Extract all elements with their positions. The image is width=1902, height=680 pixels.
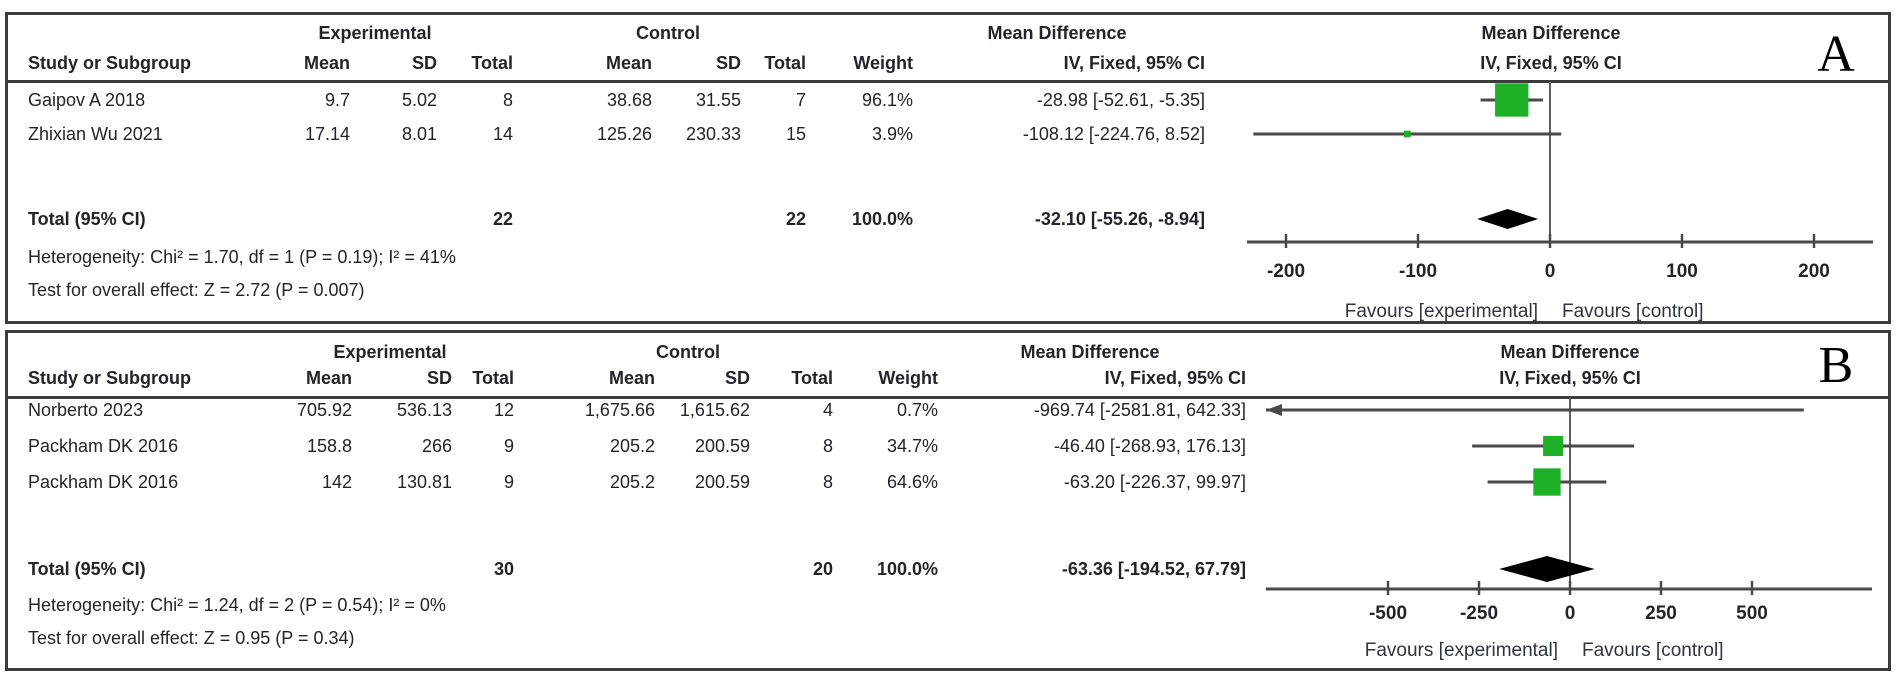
exp-mean-cell: 705.92 — [296, 400, 352, 420]
total-label: Total (95% CI) — [28, 559, 146, 579]
ctrl-total-cell: 7 — [795, 90, 806, 110]
ctrl-mean-cell: 205.2 — [609, 436, 655, 456]
total-weight: 100.0% — [851, 209, 913, 229]
col-header-exp-mean: Mean — [305, 368, 352, 388]
exp-mean-cell: 17.14 — [304, 124, 350, 144]
exp-sd-cell: 130.81 — [396, 472, 452, 492]
col-header-ctrl-mean: Mean — [605, 53, 652, 73]
exp-total-cell: 9 — [503, 472, 514, 492]
exp-total-cell: 8 — [502, 90, 513, 110]
exp-sd-cell: 5.02 — [401, 90, 437, 110]
col-header-ctrl-mean: Mean — [608, 368, 655, 388]
col-header-exp-mean: Mean — [303, 53, 350, 73]
total-ctrl-n: 22 — [785, 209, 806, 229]
col-header-ctrl-sd: SD — [724, 368, 750, 388]
col-header-method-text: IV, Fixed, 95% CI — [1063, 53, 1205, 73]
ctrl-mean-cell: 1,675.66 — [584, 400, 655, 420]
effect-header-plot-col: Mean Difference — [1481, 23, 1621, 43]
study-name: Gaipov A 2018 — [28, 90, 146, 110]
total-ci: -63.36 [-194.52, 67.79] — [1061, 559, 1246, 579]
exp-mean-cell: 9.7 — [324, 90, 350, 110]
exp-total-cell: 9 — [503, 436, 514, 456]
exp-sd-cell: 8.01 — [401, 124, 437, 144]
panel-letter: A — [1817, 26, 1855, 83]
col-header-weight: Weight — [878, 368, 938, 388]
study-name: Norberto 2023 — [28, 400, 144, 420]
effect-header-plot-col: Mean Difference — [1500, 342, 1640, 362]
weight-cell: 0.7% — [896, 400, 938, 420]
total-exp-n: 30 — [493, 559, 514, 579]
weight-cell: 64.6% — [886, 472, 938, 492]
ctrl-sd-cell: 230.33 — [685, 124, 741, 144]
col-header-exp-sd: SD — [426, 368, 452, 388]
weight-cell: 34.7% — [886, 436, 938, 456]
ctrl-sd-cell: 1,615.62 — [679, 400, 750, 420]
total-label: Total (95% CI) — [28, 209, 146, 229]
header-rule — [5, 80, 1891, 83]
group-header-experimental: Experimental — [318, 23, 432, 43]
col-header-exp-total: Total — [472, 368, 514, 388]
ctrl-total-cell: 4 — [822, 400, 833, 420]
total-ci: -32.10 [-55.26, -8.94] — [1034, 209, 1205, 229]
exp-total-cell: 12 — [493, 400, 514, 420]
panel-a: Experimental Control Mean Difference Mea… — [5, 12, 1891, 324]
exp-sd-cell: 266 — [421, 436, 452, 456]
exp-mean-cell: 158.8 — [306, 436, 352, 456]
weight-cell: 3.9% — [871, 124, 913, 144]
total-ctrl-n: 20 — [812, 559, 833, 579]
col-header-ctrl-sd: SD — [715, 53, 741, 73]
heterogeneity-text: Heterogeneity: Chi² = 1.70, df = 1 (P = … — [28, 247, 456, 267]
ctrl-total-cell: 8 — [822, 472, 833, 492]
total-weight: 100.0% — [876, 559, 938, 579]
overall-effect-text: Test for overall effect: Z = 2.72 (P = 0… — [28, 280, 365, 300]
effect-header-text-col: Mean Difference — [1020, 342, 1160, 362]
group-header-control: Control — [656, 342, 720, 362]
col-header-method-text: IV, Fixed, 95% CI — [1104, 368, 1246, 388]
overall-effect-text: Test for overall effect: Z = 0.95 (P = 0… — [28, 628, 355, 648]
group-header-experimental: Experimental — [333, 342, 447, 362]
ctrl-sd-cell: 31.55 — [695, 90, 741, 110]
col-header-method-plot: IV, Fixed, 95% CI — [1499, 368, 1641, 388]
ci-cell: -46.40 [-268.93, 176.13] — [1053, 436, 1246, 456]
ctrl-sd-cell: 200.59 — [694, 436, 750, 456]
study-name: Packham DK 2016 — [28, 436, 179, 456]
col-header-study: Study or Subgroup — [28, 53, 191, 73]
col-header-exp-total: Total — [471, 53, 513, 73]
weight-cell: 96.1% — [861, 90, 913, 110]
ci-cell: -63.20 [-226.37, 99.97] — [1063, 472, 1246, 492]
col-header-exp-sd: SD — [411, 53, 437, 73]
header-rule — [5, 396, 1891, 399]
ctrl-total-cell: 8 — [822, 436, 833, 456]
col-header-method-plot: IV, Fixed, 95% CI — [1480, 53, 1622, 73]
exp-total-cell: 14 — [492, 124, 513, 144]
col-header-ctrl-total: Total — [791, 368, 833, 388]
exp-sd-cell: 536.13 — [396, 400, 452, 420]
ctrl-mean-cell: 205.2 — [609, 472, 655, 492]
col-header-study: Study or Subgroup — [28, 368, 191, 388]
ctrl-mean-cell: 38.68 — [606, 90, 652, 110]
group-header-control: Control — [636, 23, 700, 43]
heterogeneity-text: Heterogeneity: Chi² = 1.24, df = 2 (P = … — [28, 595, 446, 615]
exp-mean-cell: 142 — [321, 472, 352, 492]
ctrl-sd-cell: 200.59 — [694, 472, 750, 492]
panel-letter: B — [1818, 337, 1854, 394]
col-header-ctrl-total: Total — [764, 53, 806, 73]
study-name: Packham DK 2016 — [28, 472, 179, 492]
study-name: Zhixian Wu 2021 — [28, 124, 163, 144]
ci-cell: -969.74 [-2581.81, 642.33] — [1033, 400, 1246, 420]
col-header-weight: Weight — [853, 53, 913, 73]
total-exp-n: 22 — [492, 209, 513, 229]
ctrl-mean-cell: 125.26 — [596, 124, 652, 144]
effect-header-text-col: Mean Difference — [987, 23, 1127, 43]
ci-cell: -108.12 [-224.76, 8.52] — [1022, 124, 1205, 144]
ci-cell: -28.98 [-52.61, -5.35] — [1036, 90, 1205, 110]
ctrl-total-cell: 15 — [785, 124, 806, 144]
panel-b: Experimental Control Mean Difference Mea… — [5, 330, 1891, 671]
